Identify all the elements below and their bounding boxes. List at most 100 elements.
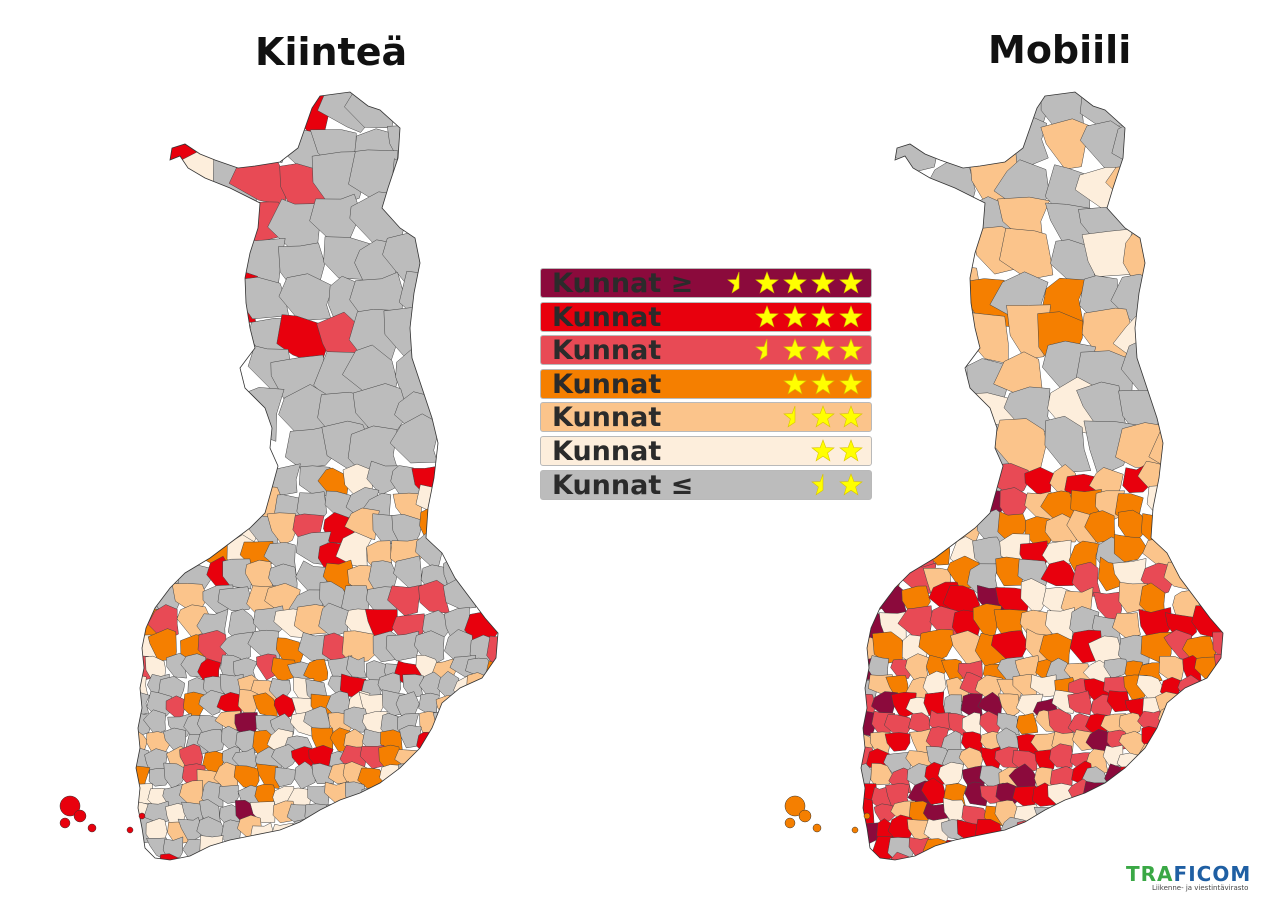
legend-row-6: Kunnat — [540, 435, 872, 467]
municipality — [942, 839, 967, 860]
star-icon — [839, 271, 863, 294]
municipality — [1213, 653, 1223, 681]
municipality — [884, 732, 911, 752]
star-icon — [727, 271, 740, 294]
municipality — [1016, 712, 1039, 735]
municipality — [252, 692, 278, 719]
municipality — [416, 731, 441, 757]
municipality — [920, 532, 951, 566]
municipality — [1020, 578, 1047, 612]
municipality — [199, 835, 224, 858]
municipality — [307, 784, 330, 811]
municipality — [346, 655, 367, 678]
municipality — [861, 583, 886, 615]
municipality — [1071, 561, 1102, 598]
island — [863, 812, 871, 820]
municipality — [311, 727, 334, 753]
municipality — [266, 512, 296, 546]
municipality — [347, 425, 399, 475]
legend-row-4: Kunnat — [540, 368, 872, 400]
traficom-logo: TRAFICOM Liikenne- ja viestintävirasto — [1126, 862, 1251, 892]
municipality — [1158, 656, 1184, 681]
municipality — [379, 764, 406, 788]
municipality — [271, 744, 296, 770]
municipality — [303, 658, 329, 684]
municipality — [197, 658, 222, 682]
star-rating — [783, 371, 863, 398]
municipality — [1045, 607, 1075, 641]
municipality — [997, 511, 1028, 541]
star-icon — [783, 271, 807, 294]
municipality — [414, 630, 445, 667]
municipality — [897, 605, 933, 638]
municipality — [233, 765, 260, 789]
map-title-mobile: Mobiili — [988, 28, 1132, 72]
star-icon — [839, 472, 863, 496]
municipality — [979, 710, 1002, 736]
legend-row-5: Kunnat — [540, 402, 872, 434]
star-icon — [811, 304, 835, 328]
legend-label: Kunnat — [552, 301, 662, 333]
star-icon — [839, 371, 863, 395]
municipality — [1033, 803, 1059, 828]
municipality — [163, 727, 186, 751]
municipality — [999, 227, 1054, 280]
star-icon — [783, 371, 807, 395]
municipality — [884, 851, 911, 860]
municipality — [932, 230, 973, 281]
municipality — [326, 802, 349, 826]
municipality — [309, 193, 362, 243]
municipality — [1112, 612, 1141, 640]
municipality — [341, 630, 377, 664]
legend-label: Kunnat — [552, 368, 662, 400]
star-icon — [783, 338, 807, 361]
municipality — [1113, 534, 1147, 563]
municipality — [163, 151, 217, 204]
star-rating — [755, 338, 863, 364]
legend: Kunnat ≥ Kunnat Kunnat Kunnat Kunnat Kun… — [540, 268, 872, 503]
municipality — [873, 803, 896, 823]
legend-label: Kunnat — [552, 335, 662, 367]
municipality — [961, 712, 982, 738]
municipality — [217, 842, 237, 860]
municipality — [904, 653, 931, 682]
municipality — [418, 692, 440, 715]
municipality — [273, 693, 296, 721]
municipality — [385, 630, 420, 662]
legend-label: Kunnat — [552, 402, 662, 434]
star-icon — [811, 371, 835, 395]
municipality — [213, 761, 242, 789]
island — [784, 817, 796, 829]
municipality — [287, 819, 315, 844]
municipality — [145, 818, 168, 844]
municipality — [1015, 820, 1036, 844]
municipality — [166, 652, 190, 679]
municipality — [1076, 381, 1128, 434]
island — [851, 826, 859, 834]
municipality — [963, 311, 1009, 365]
star-icon — [783, 304, 807, 328]
municipality — [402, 674, 425, 699]
municipality — [995, 556, 1023, 587]
municipality — [485, 660, 498, 687]
municipality — [977, 691, 1003, 720]
municipality — [1008, 763, 1037, 790]
logo-subtitle: Liikenne- ja viestintävirasto — [1152, 884, 1249, 892]
municipality — [970, 461, 1004, 495]
municipality — [922, 838, 949, 860]
star-icon — [755, 271, 779, 294]
star-icon — [839, 439, 863, 462]
island — [59, 795, 81, 817]
star-rating — [727, 271, 863, 297]
municipality — [1157, 705, 1184, 729]
star-icon — [811, 271, 835, 294]
star-rating — [811, 472, 863, 499]
municipality — [1039, 632, 1072, 670]
municipality — [884, 714, 913, 738]
municipality — [960, 693, 983, 719]
municipality — [380, 729, 403, 752]
municipality — [1044, 415, 1092, 473]
municipality — [922, 670, 947, 697]
municipality — [918, 628, 954, 661]
logo-wordmark: TRAFICOM — [1126, 862, 1252, 886]
